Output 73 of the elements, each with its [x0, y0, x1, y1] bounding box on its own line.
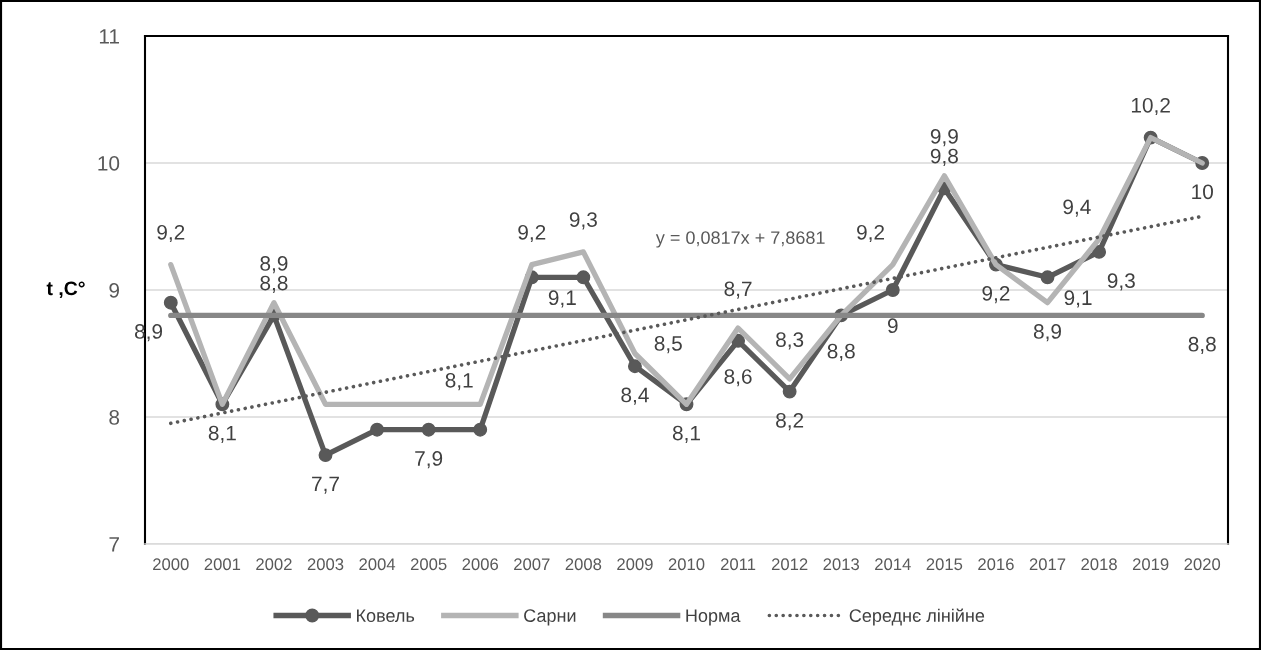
data-label: 8,1 [445, 372, 473, 391]
legend-label: Норма [686, 609, 741, 626]
point [370, 422, 385, 437]
data-label: 8,1 [672, 425, 700, 443]
point [163, 295, 178, 310]
x-tick-label: 2020 [1184, 558, 1221, 571]
data-label: 9,4 [1063, 199, 1091, 217]
x-tick-label: 2014 [875, 558, 911, 571]
x-tick-label: 2005 [410, 558, 447, 571]
x-tick-label: 2012 [771, 558, 808, 571]
data-label: 9 [887, 318, 898, 334]
x-tick-label: 2016 [978, 558, 1014, 571]
annotation: y = 0,0817x + 7,8681 [655, 231, 825, 248]
data-label: 7,9 [415, 451, 443, 469]
data-label: 8,8 [1188, 336, 1216, 355]
x-tick-label: 2009 [617, 558, 653, 571]
legend-label: Сарни [524, 609, 576, 626]
point [627, 359, 642, 374]
data-label: 8,7 [724, 281, 752, 299]
data-label: 10,2 [1131, 97, 1170, 116]
data-label: 9,3 [1107, 273, 1135, 291]
x-tick-label: 2003 [307, 558, 344, 571]
data-label: 9,2 [982, 286, 1010, 304]
y-tick-label: 11 [99, 29, 119, 44]
point [576, 270, 591, 285]
data-label: 8,2 [776, 413, 804, 431]
x-tick-label: 2015 [926, 558, 963, 571]
data-label: 9,2 [857, 224, 884, 243]
x-tick-label: 2019 [1132, 558, 1169, 571]
legend-label: Середнє лінійне [849, 608, 985, 626]
data-label: 8,8 [260, 275, 288, 293]
data-label: 8,5 [654, 336, 682, 354]
data-label: 10 [1192, 184, 1213, 200]
x-tick-label: 2002 [256, 558, 292, 571]
data-label: 9,1 [1064, 290, 1092, 308]
point [1092, 244, 1107, 259]
x-tick-label: 2013 [823, 558, 860, 571]
point [473, 422, 488, 437]
y-tick-label: 7 [109, 537, 119, 552]
x-tick-label: 2001 [204, 558, 241, 571]
y-tick-label: 9 [109, 283, 120, 298]
x-tick-label: 2004 [359, 558, 396, 571]
x-tick-label: 2006 [462, 558, 499, 571]
point [421, 422, 436, 437]
data-label: 9,2 [518, 224, 546, 243]
point [885, 283, 900, 297]
data-label: 8,8 [827, 343, 855, 361]
x-tick-label: 2011 [720, 558, 756, 571]
data-label: 9,1 [548, 290, 576, 308]
data-label: 9,2 [157, 224, 185, 243]
x-tick-label: 2018 [1081, 558, 1117, 571]
point [318, 448, 333, 463]
data-label: 9,8 [930, 148, 958, 166]
data-label: 8,9 [1033, 324, 1061, 342]
data-label: 7,7 [312, 476, 339, 494]
x-tick-label: 2010 [668, 558, 705, 571]
legend-label: Ковель [357, 609, 415, 622]
data-label: 8,1 [208, 425, 236, 443]
data-label: 8,6 [724, 369, 752, 387]
data-label: 8,3 [776, 332, 804, 350]
x-tick-label: 2000 [153, 558, 189, 571]
y-tick-label: 10 [98, 156, 120, 171]
y-tick-label: 8 [109, 410, 120, 425]
data-label: 9,3 [569, 212, 597, 230]
x-tick-label: 2008 [565, 558, 602, 571]
x-tick-label: 2017 [1029, 558, 1066, 571]
point [782, 384, 797, 399]
data-label: 9,9 [930, 129, 958, 147]
data-label: 8,4 [621, 387, 649, 405]
data-label: 8,9 [260, 256, 288, 274]
y-axis-title: t ,C° [46, 281, 85, 299]
x-tick-label: 2007 [514, 558, 550, 571]
point [1040, 270, 1055, 285]
